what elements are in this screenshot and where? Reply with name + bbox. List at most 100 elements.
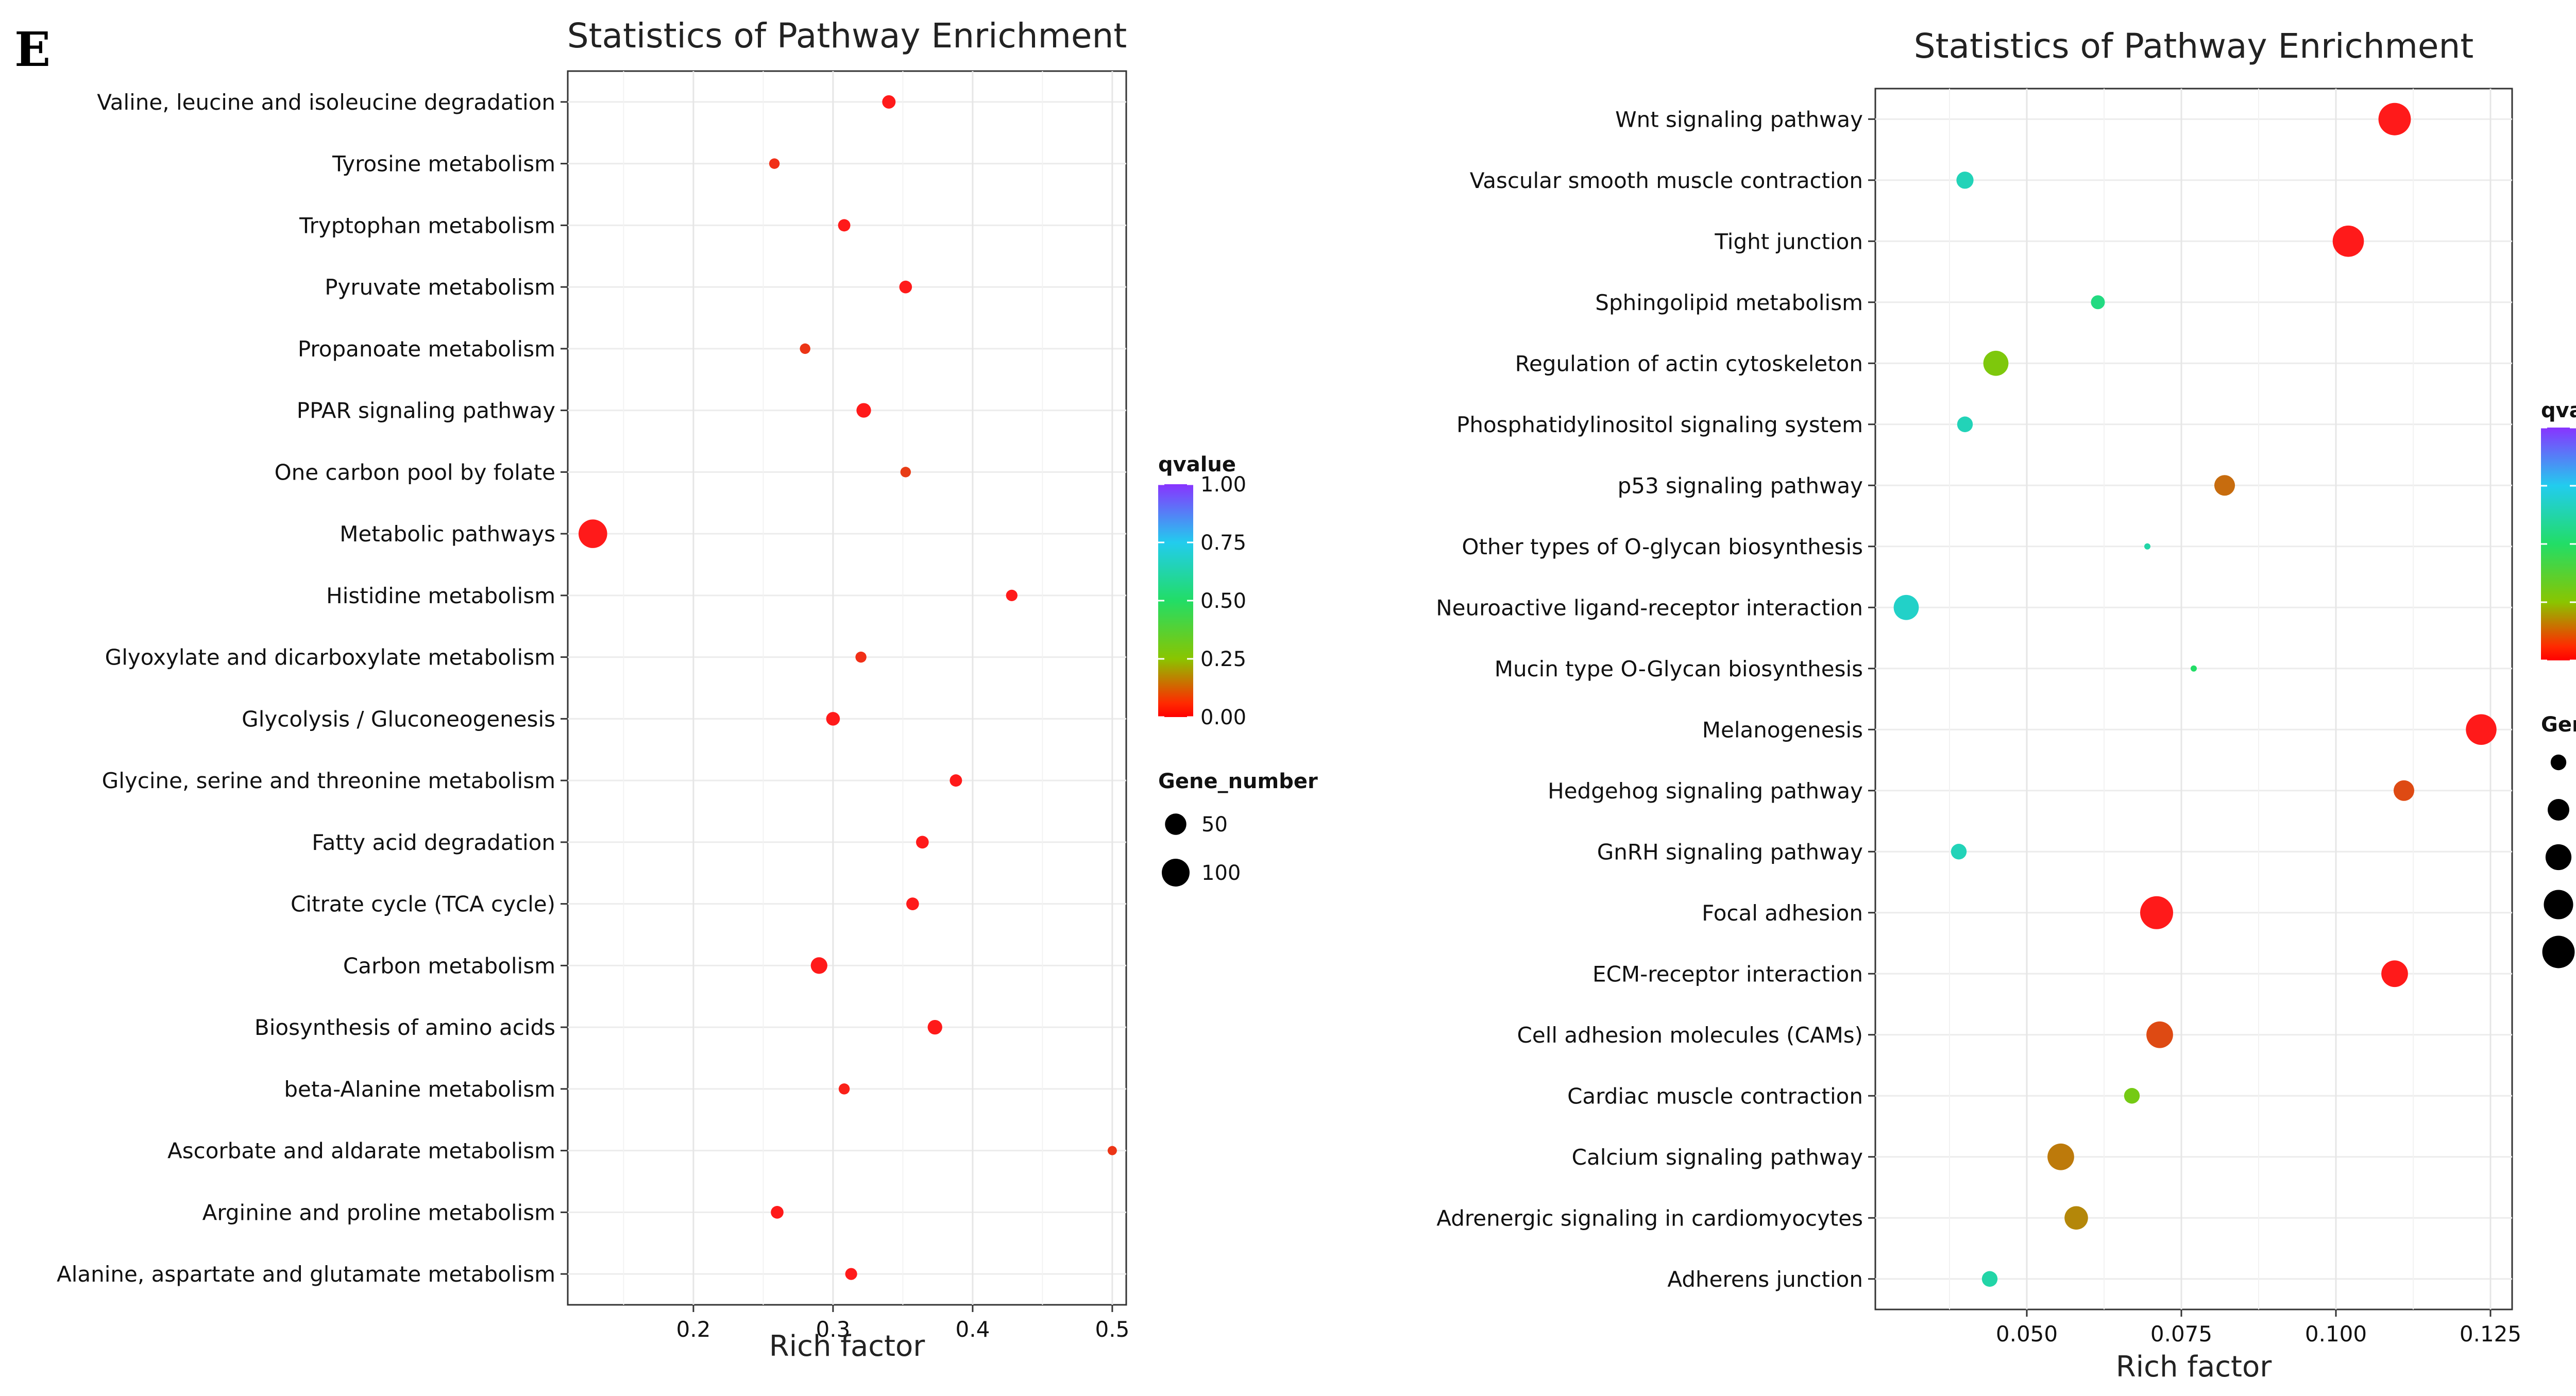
left-data-point: [1107, 1146, 1117, 1155]
right-x-axis-title: Rich factor: [2116, 1350, 2273, 1384]
left-colorbar-label: 0.25: [1200, 648, 1246, 671]
left-data-point: [906, 897, 919, 910]
right-category-label: Calcium signaling pathway: [1572, 1145, 1863, 1170]
right-data-point: [1983, 350, 2009, 376]
left-chart: Valine, leucine and isoleucine degradati…: [57, 16, 1318, 1363]
right-x-tick-label: 0.100: [2305, 1321, 2367, 1347]
left-qvalue-legend-title: qvalue: [1158, 453, 1236, 476]
right-category-label: Tight junction: [1714, 229, 1863, 254]
left-x-tick-label: 0.4: [956, 1317, 990, 1342]
right-category-label: p53 signaling pathway: [1618, 473, 1863, 498]
right-data-point: [1981, 1271, 1998, 1287]
left-category-label: Glycolysis / Gluconeogenesis: [242, 706, 555, 731]
left-data-point: [838, 1083, 850, 1095]
left-x-tick-label: 0.5: [1095, 1317, 1130, 1342]
right-data-point: [1951, 844, 1967, 860]
left-colorbar-label: 0.75: [1200, 531, 1246, 555]
left-data-point: [578, 519, 607, 548]
right-category-label: Adrenergic signaling in cardiomyocytes: [1436, 1205, 1863, 1231]
right-category-label: Hedgehog signaling pathway: [1548, 778, 1863, 804]
left-category-label: Pyruvate metabolism: [325, 275, 555, 300]
left-category-label: Glycine, serine and threonine metabolism: [102, 768, 555, 793]
right-data-point: [2393, 780, 2415, 801]
right-qvalue-legend-title: qvalue: [2541, 399, 2576, 422]
right-category-label: Adherens junction: [1667, 1267, 1863, 1292]
right-size-legend-dot: [2544, 890, 2573, 920]
left-legend: qvalue 0.000.250.500.751.00 Gene_number …: [1158, 453, 1318, 887]
right-category-label: Cardiac muscle contraction: [1567, 1083, 1863, 1109]
left-data-point: [882, 95, 896, 109]
left-colorbar-label: 0.50: [1200, 589, 1246, 613]
left-category-label: Glyoxylate and dicarboxylate metabolism: [105, 645, 555, 670]
left-data-point: [916, 836, 929, 849]
right-data-point: [2378, 103, 2411, 135]
left-data-point: [900, 467, 911, 478]
right-category-label: Wnt signaling pathway: [1615, 107, 1863, 132]
left-data-point: [855, 651, 867, 663]
right-category-label: Mucin type O-Glycan biosynthesis: [1495, 656, 1863, 682]
right-data-point: [2214, 475, 2235, 496]
left-category-label: Fatty acid degradation: [312, 830, 555, 855]
left-category-label: beta-Alanine metabolism: [284, 1077, 555, 1102]
right-data-point: [2191, 665, 2197, 672]
right-category-label: Vascular smooth muscle contraction: [1470, 168, 1863, 193]
right-data-point: [2332, 225, 2364, 257]
left-data-point: [771, 1206, 784, 1219]
right-category-label: Phosphatidylinositol signaling system: [1456, 412, 1863, 437]
left-chart-title: Statistics of Pathway Enrichment: [567, 16, 1127, 56]
left-data-point: [927, 1019, 942, 1035]
right-category-label: ECM-receptor interaction: [1592, 961, 1863, 986]
left-category-label: Alanine, aspartate and glutamate metabol…: [57, 1262, 555, 1287]
right-chart: Wnt signaling pathway Vascular smooth mus…: [1436, 26, 2576, 1384]
right-data-point: [2091, 295, 2105, 310]
left-data-point: [1006, 589, 1018, 602]
right-chart-title: Statistics of Pathway Enrichment: [1914, 26, 2473, 66]
left-category-label: PPAR signaling pathway: [297, 398, 555, 423]
left-data-point: [810, 957, 827, 974]
left-colorbar-label: 1.00: [1200, 473, 1246, 497]
left-plot-area: [567, 70, 1127, 1306]
right-category-label: Focal adhesion: [1702, 900, 1863, 926]
right-data-point: [1957, 416, 1973, 432]
left-data-point: [899, 280, 912, 294]
right-category-label: Other types of O-glycan biosynthesis: [1462, 534, 1863, 559]
left-data-point: [845, 1268, 857, 1280]
right-data-point: [2047, 1143, 2074, 1170]
right-size-legend-dot: [2545, 844, 2572, 871]
left-category-label: Tyrosine metabolism: [332, 151, 555, 177]
right-data-point: [2146, 1021, 2173, 1048]
right-gene-number-legend-title: Gene_number: [2541, 713, 2576, 737]
right-data-point: [2124, 1088, 2140, 1104]
left-colorbar-label: 0.00: [1200, 706, 1246, 729]
right-size-legend-dot: [2542, 935, 2575, 968]
left-data-point: [826, 712, 840, 726]
right-data-point: [1956, 172, 1974, 189]
right-legend: qvalue 0.000.250.500.751.00 Gene_number …: [2541, 399, 2576, 968]
left-size-legend-label: 100: [1201, 861, 1241, 885]
right-data-point: [2144, 543, 2150, 550]
left-data-point: [769, 158, 780, 169]
left-data-point: [838, 219, 851, 232]
left-category-label: Ascorbate and aldarate metabolism: [167, 1138, 555, 1164]
right-category-label: Melanogenesis: [1702, 717, 1863, 742]
right-x-tick-label: 0.125: [2460, 1321, 2521, 1347]
right-data-point: [2466, 714, 2497, 745]
right-category-label: Regulation of actin cytoskeleton: [1515, 351, 1863, 376]
panel-label: E: [14, 22, 50, 77]
right-size-legend-dot: [2547, 798, 2570, 821]
left-data-point: [800, 343, 810, 354]
left-x-axis-title: Rich factor: [769, 1330, 926, 1363]
left-category-label: Histidine metabolism: [326, 583, 555, 608]
right-data-point: [2064, 1206, 2088, 1230]
right-category-label: Cell adhesion molecules (CAMs): [1517, 1023, 1863, 1048]
right-category-label: GnRH signaling pathway: [1597, 839, 1863, 864]
left-x-tick-label: 0.3: [816, 1317, 851, 1342]
right-data-point: [2140, 896, 2173, 929]
left-category-label: Biosynthesis of amino acids: [255, 1015, 555, 1040]
right-category-label: Neuroactive ligand-receptor interaction: [1436, 595, 1863, 620]
left-size-legend-label: 50: [1201, 813, 1228, 837]
right-category-label: Sphingolipid metabolism: [1595, 290, 1863, 315]
right-plot-area: [1874, 88, 2513, 1310]
left-category-label: Tryptophan metabolism: [299, 213, 555, 238]
left-category-label: Propanoate metabolism: [298, 336, 555, 362]
